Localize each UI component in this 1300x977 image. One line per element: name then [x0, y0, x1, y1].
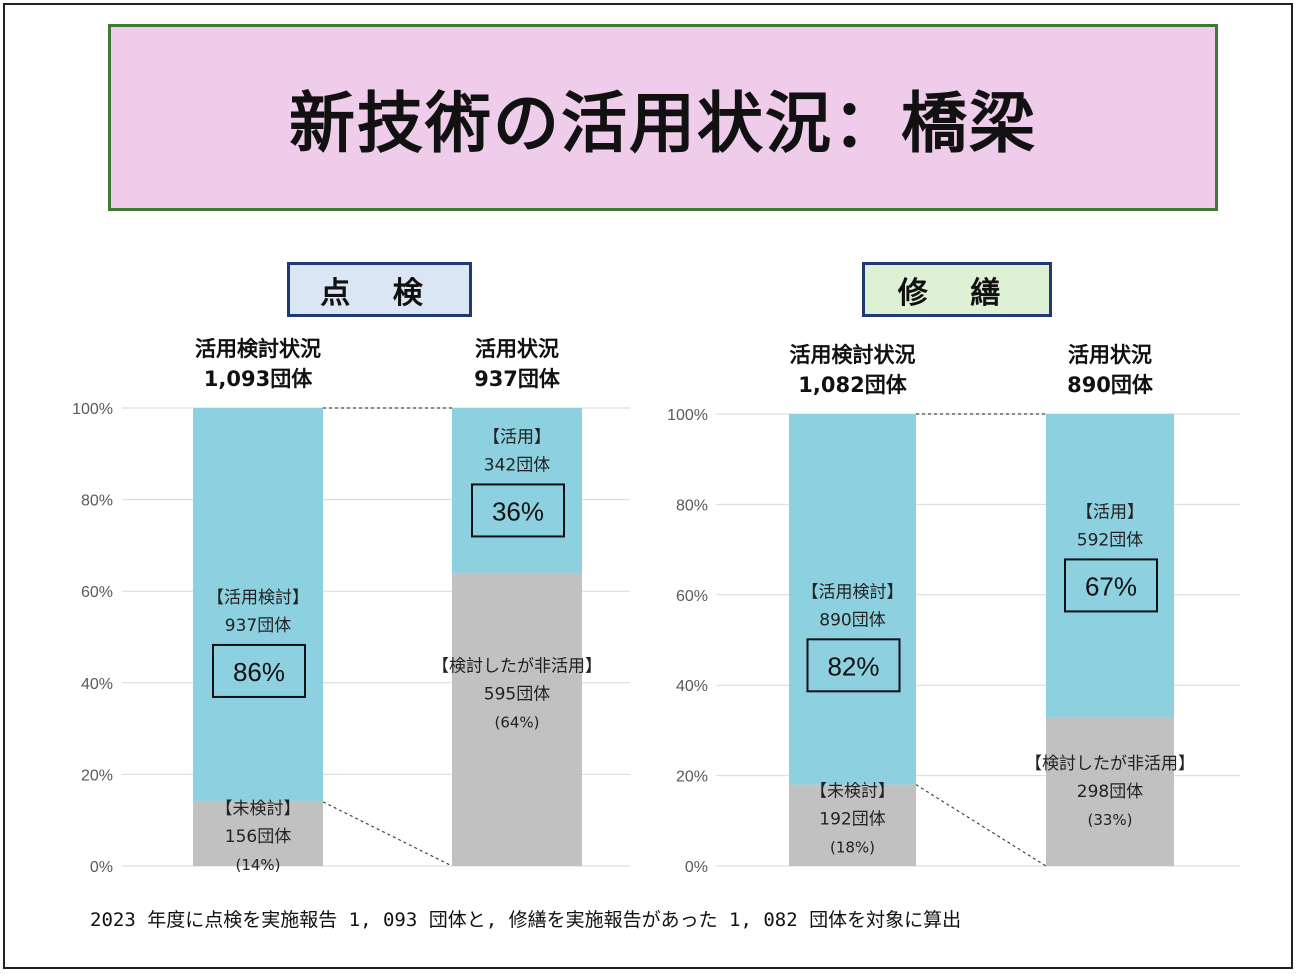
bar-segment-bottom — [789, 784, 916, 866]
data-label-category: 【活用】 — [1076, 502, 1144, 522]
bar-segment-top — [1046, 414, 1174, 717]
data-label-count: 592団体 — [1077, 530, 1143, 550]
data-label-category: 【活用検討】 — [207, 588, 309, 608]
y-tick-label: 20% — [81, 767, 113, 784]
percent-box — [806, 638, 901, 693]
percent-label: 67% — [1085, 571, 1137, 601]
bar-segment-bottom — [193, 801, 323, 866]
data-label-count: 192団体 — [819, 810, 885, 830]
data-label-percent: (33%) — [1087, 811, 1132, 829]
data-label-category: 【活用】 — [483, 427, 551, 447]
y-tick-label: 100% — [72, 401, 113, 418]
footnote: 2023 年度に点検を実施報告 1, 093 団体と, 修繕を実施報告があった … — [90, 909, 962, 931]
bar-count-title: 1,082団体 — [798, 373, 907, 397]
bar-title: 活用状況 — [475, 337, 559, 361]
data-label-category: 【活用検討】 — [802, 582, 904, 602]
percent-label: 82% — [827, 651, 879, 681]
data-label-category: 【検討したが非活用】 — [432, 656, 602, 676]
data-label-category: 【未検討】 — [216, 799, 301, 819]
bar-segment-top — [193, 408, 323, 802]
data-label-count: 342団体 — [484, 455, 550, 475]
connector-line — [915, 784, 1047, 867]
y-tick-label: 60% — [81, 584, 113, 601]
y-tick-label: 100% — [667, 407, 708, 424]
bar-segment-top — [789, 414, 916, 785]
y-tick-label: 20% — [676, 769, 708, 786]
bar-segment-bottom — [1046, 716, 1174, 866]
section-label-repair: 修 繕 — [862, 262, 1052, 317]
percent-box — [212, 643, 306, 698]
connector-line — [322, 801, 453, 867]
percent-box — [471, 483, 565, 538]
y-tick-label: 0% — [90, 859, 113, 876]
data-label-percent: (18%) — [830, 839, 875, 857]
bar-title: 活用検討状況 — [790, 343, 916, 367]
y-tick-label: 80% — [81, 493, 113, 510]
y-tick-label: 60% — [676, 588, 708, 605]
y-tick-label: 0% — [685, 859, 708, 876]
y-tick-label: 40% — [81, 676, 113, 693]
data-label-count: 156団体 — [225, 827, 291, 847]
bar-segment-top — [452, 408, 582, 573]
page-title: 新技術の活用状況：橋梁 — [289, 83, 1037, 162]
bar-segment-bottom — [452, 572, 582, 866]
percent-box — [1064, 558, 1158, 613]
data-label-percent: (64%) — [494, 713, 539, 731]
bar-count-title: 937団体 — [474, 367, 561, 391]
data-label-count: 937団体 — [225, 616, 291, 636]
percent-label: 86% — [233, 657, 285, 687]
percent-label: 36% — [492, 496, 544, 526]
title-banner: 新技術の活用状況：橋梁 — [108, 24, 1218, 211]
y-tick-label: 40% — [676, 678, 708, 695]
data-label-category: 【未検討】 — [810, 782, 895, 802]
data-label-percent: (14%) — [235, 856, 280, 874]
bar-title: 活用状況 — [1068, 343, 1152, 367]
section-label-inspection: 点 検 — [287, 262, 472, 317]
bar-title: 活用検討状況 — [195, 337, 321, 361]
data-label-count: 595団体 — [484, 684, 550, 704]
y-tick-label: 80% — [676, 497, 708, 514]
data-label-count: 890団体 — [819, 610, 885, 630]
bar-count-title: 1,093団体 — [204, 367, 313, 391]
data-label-count: 298団体 — [1077, 782, 1143, 802]
slide-frame — [3, 3, 1293, 969]
data-label-category: 【検討したが非活用】 — [1025, 754, 1195, 774]
bar-count-title: 890団体 — [1067, 373, 1154, 397]
